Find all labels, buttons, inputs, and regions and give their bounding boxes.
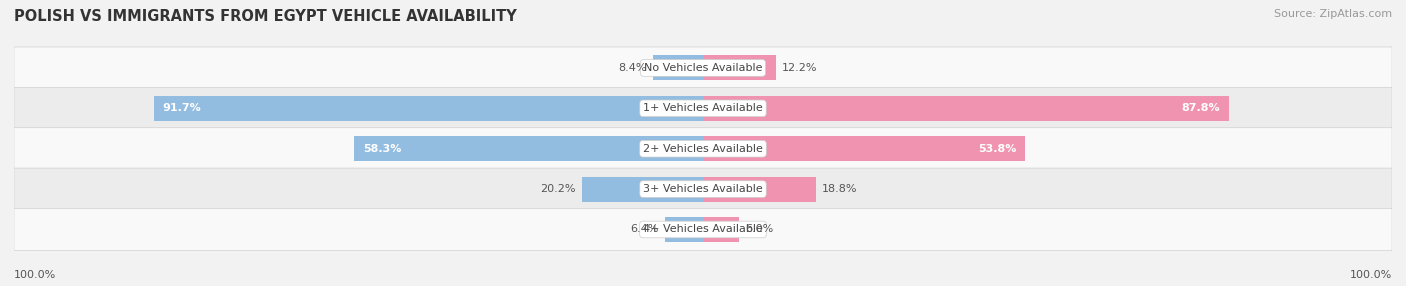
Text: 100.0%: 100.0% [1350,270,1392,280]
Text: 6.0%: 6.0% [745,225,773,235]
Bar [153,96,703,121]
Text: 18.8%: 18.8% [821,184,858,194]
Text: 12.2%: 12.2% [782,63,817,73]
Text: No Vehicles Available: No Vehicles Available [644,63,762,73]
Text: 91.7%: 91.7% [163,103,201,113]
Text: 6.4%: 6.4% [630,225,658,235]
Text: 53.8%: 53.8% [979,144,1017,154]
Bar [652,55,703,80]
FancyBboxPatch shape [14,168,1392,210]
Text: 1+ Vehicles Available: 1+ Vehicles Available [643,103,763,113]
FancyBboxPatch shape [14,87,1392,129]
Bar [354,136,703,161]
Text: 4+ Vehicles Available: 4+ Vehicles Available [643,225,763,235]
Text: POLISH VS IMMIGRANTS FROM EGYPT VEHICLE AVAILABILITY: POLISH VS IMMIGRANTS FROM EGYPT VEHICLE … [14,9,517,23]
Text: 87.8%: 87.8% [1181,103,1220,113]
FancyBboxPatch shape [14,208,1392,251]
FancyBboxPatch shape [14,47,1392,89]
Text: Source: ZipAtlas.com: Source: ZipAtlas.com [1274,9,1392,19]
FancyBboxPatch shape [14,128,1392,170]
Text: 8.4%: 8.4% [619,63,647,73]
Text: 2+ Vehicles Available: 2+ Vehicles Available [643,144,763,154]
Bar [703,96,1229,121]
Text: 20.2%: 20.2% [540,184,576,194]
Text: 58.3%: 58.3% [363,144,401,154]
Bar [582,176,703,202]
Bar [703,55,776,80]
Bar [703,217,740,242]
Text: 100.0%: 100.0% [14,270,56,280]
Text: 3+ Vehicles Available: 3+ Vehicles Available [643,184,763,194]
Bar [665,217,703,242]
Bar [703,176,815,202]
Bar [703,136,1025,161]
Legend: Polish, Immigrants from Egypt: Polish, Immigrants from Egypt [583,281,823,286]
